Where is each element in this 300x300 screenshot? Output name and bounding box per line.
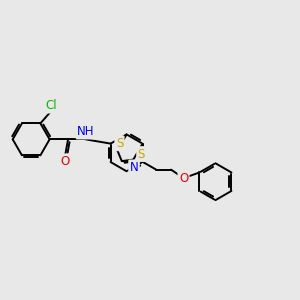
Text: S: S (138, 148, 145, 160)
Text: S: S (116, 137, 123, 150)
Text: O: O (179, 172, 188, 185)
Text: N: N (130, 161, 138, 174)
Text: NH: NH (77, 125, 94, 138)
Text: O: O (61, 155, 70, 168)
Text: Cl: Cl (45, 99, 57, 112)
